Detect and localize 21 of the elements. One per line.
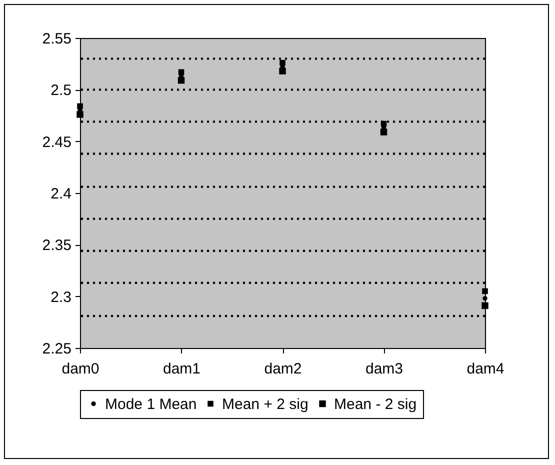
y-tick-label: 2.4 [50, 186, 72, 202]
x-tick-label: dam0 [62, 360, 100, 378]
legend-label: Mean - 2 sig [334, 396, 417, 413]
y-tick-label: 2.55 [42, 30, 72, 48]
legend-label: Mode 1 Mean [105, 396, 197, 413]
point [482, 288, 488, 294]
point [280, 60, 286, 66]
legend-label: Mean + 2 sig [222, 396, 308, 413]
point [77, 103, 83, 110]
y-tick-label: 2.35 [42, 237, 72, 254]
y-tick-label: 2.45 [42, 134, 72, 151]
x-tick-label: dam2 [264, 360, 302, 378]
y-tick-label: 2.5 [50, 82, 72, 100]
x-tick-label: dam1 [162, 360, 201, 378]
x-tick-label: dam4 [466, 360, 504, 378]
point [178, 69, 184, 75]
y-tick-label: 2.25 [42, 340, 72, 358]
x-tick-label: dam3 [365, 360, 404, 378]
point [482, 296, 488, 301]
y-tick-label: 2.3 [50, 288, 72, 306]
point [482, 302, 488, 309]
